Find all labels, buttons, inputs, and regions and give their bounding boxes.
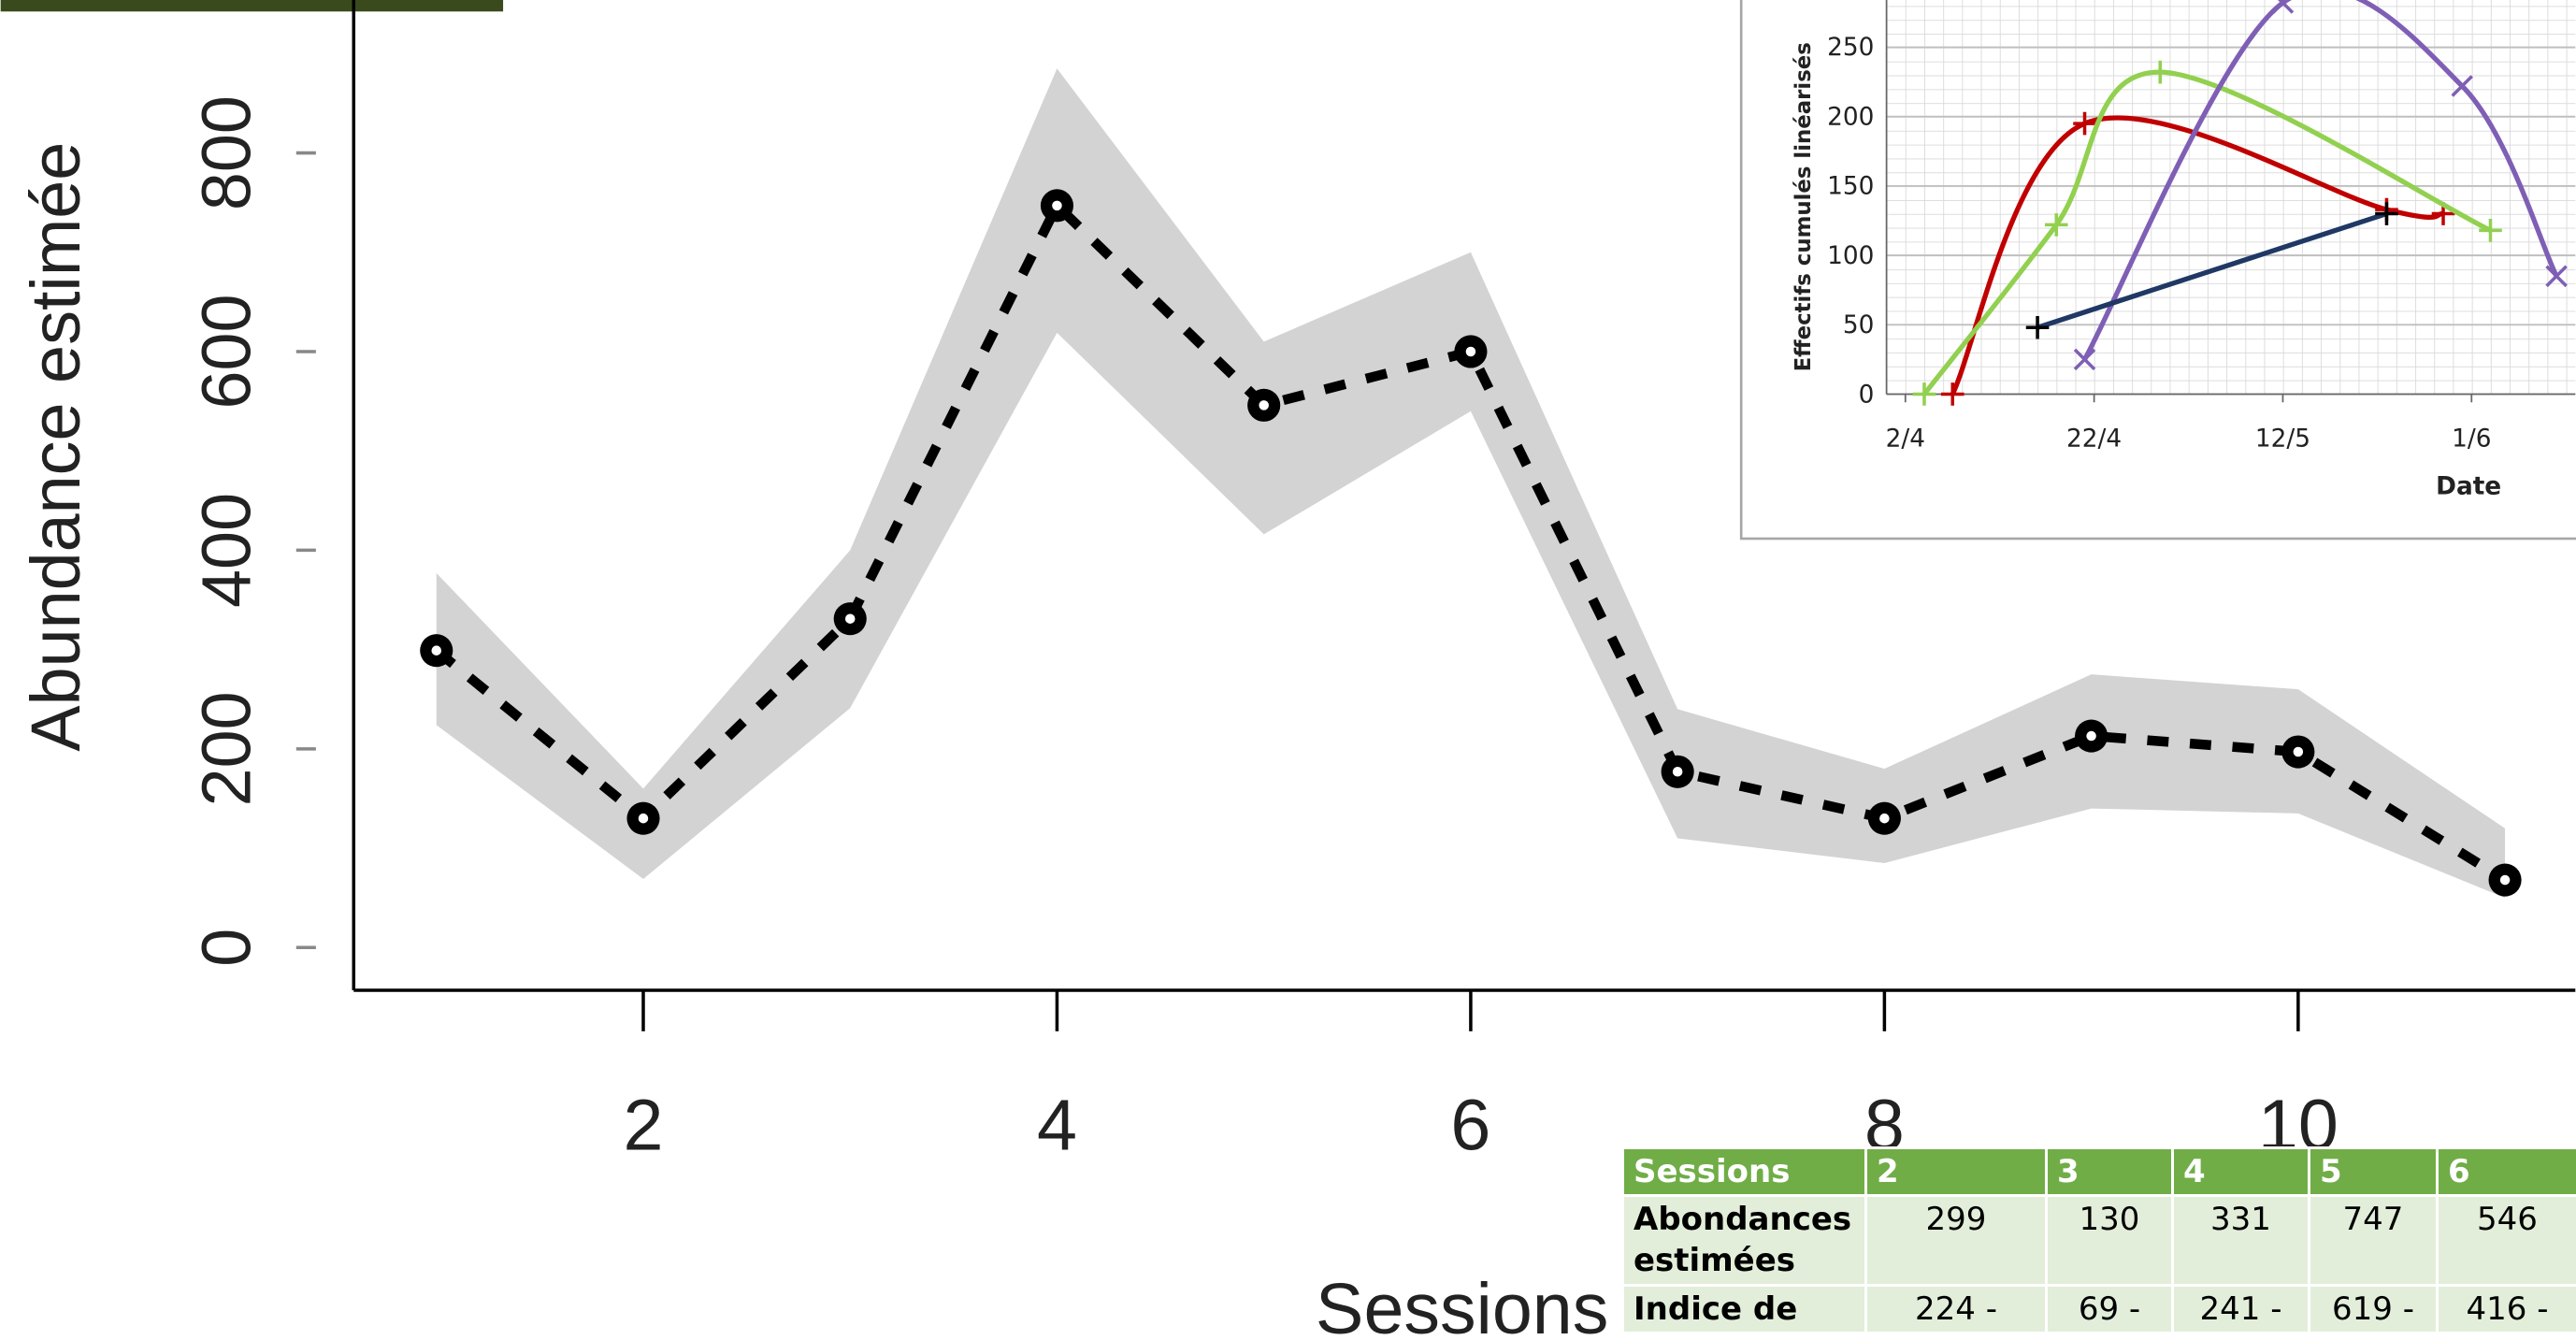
- series-marker: [2044, 213, 2068, 237]
- table-cell: 69 -: [2045, 1283, 2174, 1334]
- table-cell: 331: [2171, 1194, 2310, 1287]
- table-cell: Indice de: [1621, 1283, 1867, 1334]
- header-cell: 2: [1864, 1146, 2048, 1198]
- point-marker: [2488, 863, 2522, 897]
- table-cell: 130: [2045, 1194, 2174, 1287]
- x-tick-label: 22/4: [2066, 425, 2122, 454]
- y-tick-label: 200: [188, 691, 266, 806]
- series-line: [2082, 0, 2559, 361]
- series-marker: [2025, 315, 2050, 339]
- series-marker: [2148, 60, 2172, 84]
- series-marker: [1940, 382, 1964, 406]
- y-tick-label: 50: [1843, 311, 1875, 339]
- point-marker: [1867, 801, 1901, 835]
- series-line: [2036, 211, 2388, 330]
- table-row: Indice de 224 -69 -241 -619 -416 -: [1621, 1283, 2576, 1334]
- x-tick-label: 2: [624, 1085, 664, 1165]
- x-axis-label: Date: [2436, 473, 2501, 501]
- y-tick-label: 400: [188, 493, 266, 608]
- table-cell: 299: [1864, 1194, 2048, 1287]
- series-marker: [2271, 0, 2295, 14]
- y-tick-label: 100: [1827, 242, 1874, 270]
- x-tick-label: 12/5: [2255, 425, 2310, 454]
- x-axis-label: Sessions: [1316, 1269, 1608, 1340]
- marker-inner: [844, 613, 856, 624]
- table-body: Sessions 2 3 4 5 6 Abondances estimées 299 130 33…: [1621, 1146, 2576, 1334]
- header-cell: 6: [2436, 1146, 2576, 1198]
- marker-inner: [2086, 730, 2096, 742]
- header-cell: 4: [2171, 1146, 2310, 1198]
- marker-inner: [431, 645, 442, 656]
- point-marker: [626, 801, 660, 835]
- series-marker: [2375, 202, 2398, 225]
- table-cell: 619 -: [2308, 1283, 2439, 1334]
- series-marker: [1912, 382, 1936, 406]
- table-container: Sessions 2 3 4 5 6 Abondances estimées 299 130 33…: [1621, 1146, 2576, 1340]
- marker-inner: [1879, 813, 1890, 824]
- point-marker: [1040, 189, 1074, 223]
- series-marker: [2073, 348, 2096, 371]
- x-tick-label: 4: [1037, 1085, 1077, 1165]
- point-marker: [833, 602, 867, 636]
- marker-inner: [1052, 200, 1062, 211]
- y-tick-label: 0: [188, 929, 266, 967]
- x-tick-label: 2/4: [1886, 425, 1925, 454]
- series-line: [1950, 115, 2444, 396]
- marker-inner: [1465, 346, 1476, 357]
- point-marker: [1661, 755, 1694, 788]
- y-axis-label: Abundance estimée: [17, 142, 94, 752]
- point-marker: [1454, 335, 1488, 368]
- series-marker: [2451, 75, 2473, 97]
- estimate-line: [433, 197, 2508, 885]
- header-cell: 5: [2308, 1146, 2439, 1198]
- y-tick-label: 250: [1827, 34, 1874, 62]
- table-cell: Abondances estimées: [1621, 1194, 1867, 1287]
- series-line: [1921, 69, 2492, 396]
- y-tick-label: 0: [1859, 381, 1875, 409]
- marker-inner: [1259, 400, 1269, 411]
- marker-inner: [2499, 874, 2511, 886]
- point-marker: [1247, 388, 1281, 422]
- series-marker: [2073, 111, 2096, 136]
- series-marker: [2545, 265, 2568, 288]
- header-row: Sessions 2 3 4 5 6: [1621, 1146, 2576, 1198]
- y-tick-label: 800: [188, 95, 266, 210]
- table-cell: 747: [2308, 1194, 2439, 1287]
- minor-grid: [1886, 0, 2576, 395]
- header-cell: 3: [2045, 1146, 2174, 1198]
- point-marker: [2075, 719, 2108, 753]
- table: Sessions 2 3 4 5 6 Abondances estimées 299 130 33…: [1621, 1146, 2576, 1334]
- y-tick-label: 150: [1827, 173, 1874, 201]
- marker-inner: [2293, 746, 2304, 757]
- x-tick-label: 6: [1450, 1085, 1490, 1165]
- table-cell: 224 -: [1864, 1283, 2048, 1334]
- table-row: Abondances estimées 299 130 331 747 546: [1621, 1194, 2576, 1287]
- point-marker: [2281, 735, 2315, 769]
- header-cell: Sessions: [1621, 1146, 1867, 1198]
- table-cell: 416 -: [2436, 1283, 2576, 1334]
- marker-inner: [638, 813, 649, 824]
- table-cell: 241 -: [2171, 1283, 2310, 1334]
- y-axis-label: Effectifs cumulés linéarisés: [1792, 42, 1816, 371]
- table-cell: 546: [2436, 1194, 2576, 1287]
- series-marker: [2479, 219, 2502, 242]
- marker-inner: [1672, 767, 1683, 777]
- point-marker: [420, 634, 453, 668]
- x-tick-label: 1/6: [2452, 425, 2491, 454]
- photo-fragment: [0, 0, 504, 12]
- y-tick-label: 200: [1827, 103, 1874, 131]
- y-tick-label: 600: [188, 294, 266, 409]
